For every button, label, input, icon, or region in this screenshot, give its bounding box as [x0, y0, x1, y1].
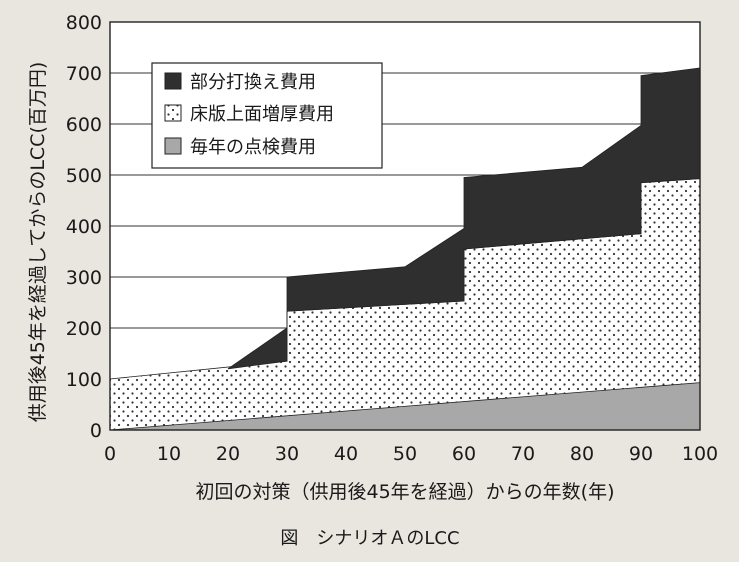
y-tick-labels: 0 100 200 300 400 500 600 700 800 — [66, 12, 102, 442]
area-series — [109, 67, 701, 431]
x-tick-label-0: 0 — [104, 443, 116, 465]
y-tick-label-200: 200 — [66, 318, 102, 340]
y-tick-label-400: 400 — [66, 216, 102, 238]
legend-swatch-inspection — [164, 137, 182, 155]
y-tick-label-600: 600 — [66, 114, 102, 136]
x-tick-label-90: 90 — [629, 443, 653, 465]
y-tick-label-100: 100 — [66, 369, 102, 391]
y-tick-label-500: 500 — [66, 165, 102, 187]
legend-box — [151, 62, 383, 169]
legend-label-partial-replacement: 部分打換え費用 — [190, 72, 316, 93]
y-tick-label-300: 300 — [66, 267, 102, 289]
figure-caption: 図 シナリオＡのLCC — [280, 528, 459, 549]
x-tick-label-20: 20 — [216, 443, 240, 465]
legend-label-inspection: 毎年の点検費用 — [190, 137, 316, 158]
x-tick-label-80: 80 — [570, 443, 594, 465]
y-tick-label-700: 700 — [66, 63, 102, 85]
x-tick-label-30: 30 — [275, 443, 299, 465]
x-tick-label-40: 40 — [334, 443, 358, 465]
x-tick-label-50: 50 — [393, 443, 417, 465]
legend-swatch-partial-replacement — [164, 72, 182, 90]
x-tick-label-60: 60 — [452, 443, 476, 465]
y-tick-label-800: 800 — [66, 12, 102, 34]
y-axis-label: 供用後45年を経過してからのLCC(百万円) — [27, 62, 49, 423]
x-axis-label: 初回の対策（供用後45年を経過）からの年数(年) — [195, 481, 614, 503]
plot-frame — [109, 21, 701, 431]
legend-swatch-overlay — [164, 104, 182, 122]
x-tick-label-70: 70 — [511, 443, 535, 465]
x-tick-labels: 0 10 20 30 40 50 60 70 80 90 100 — [104, 443, 718, 465]
x-tick-label-10: 10 — [157, 443, 181, 465]
y-tick-label-0: 0 — [90, 420, 102, 442]
legend: 部分打換え費用 床版上面増厚費用 毎年の点検費用 — [151, 62, 383, 169]
legend-label-overlay: 床版上面増厚費用 — [190, 104, 334, 125]
x-tick-label-100: 100 — [682, 443, 718, 465]
